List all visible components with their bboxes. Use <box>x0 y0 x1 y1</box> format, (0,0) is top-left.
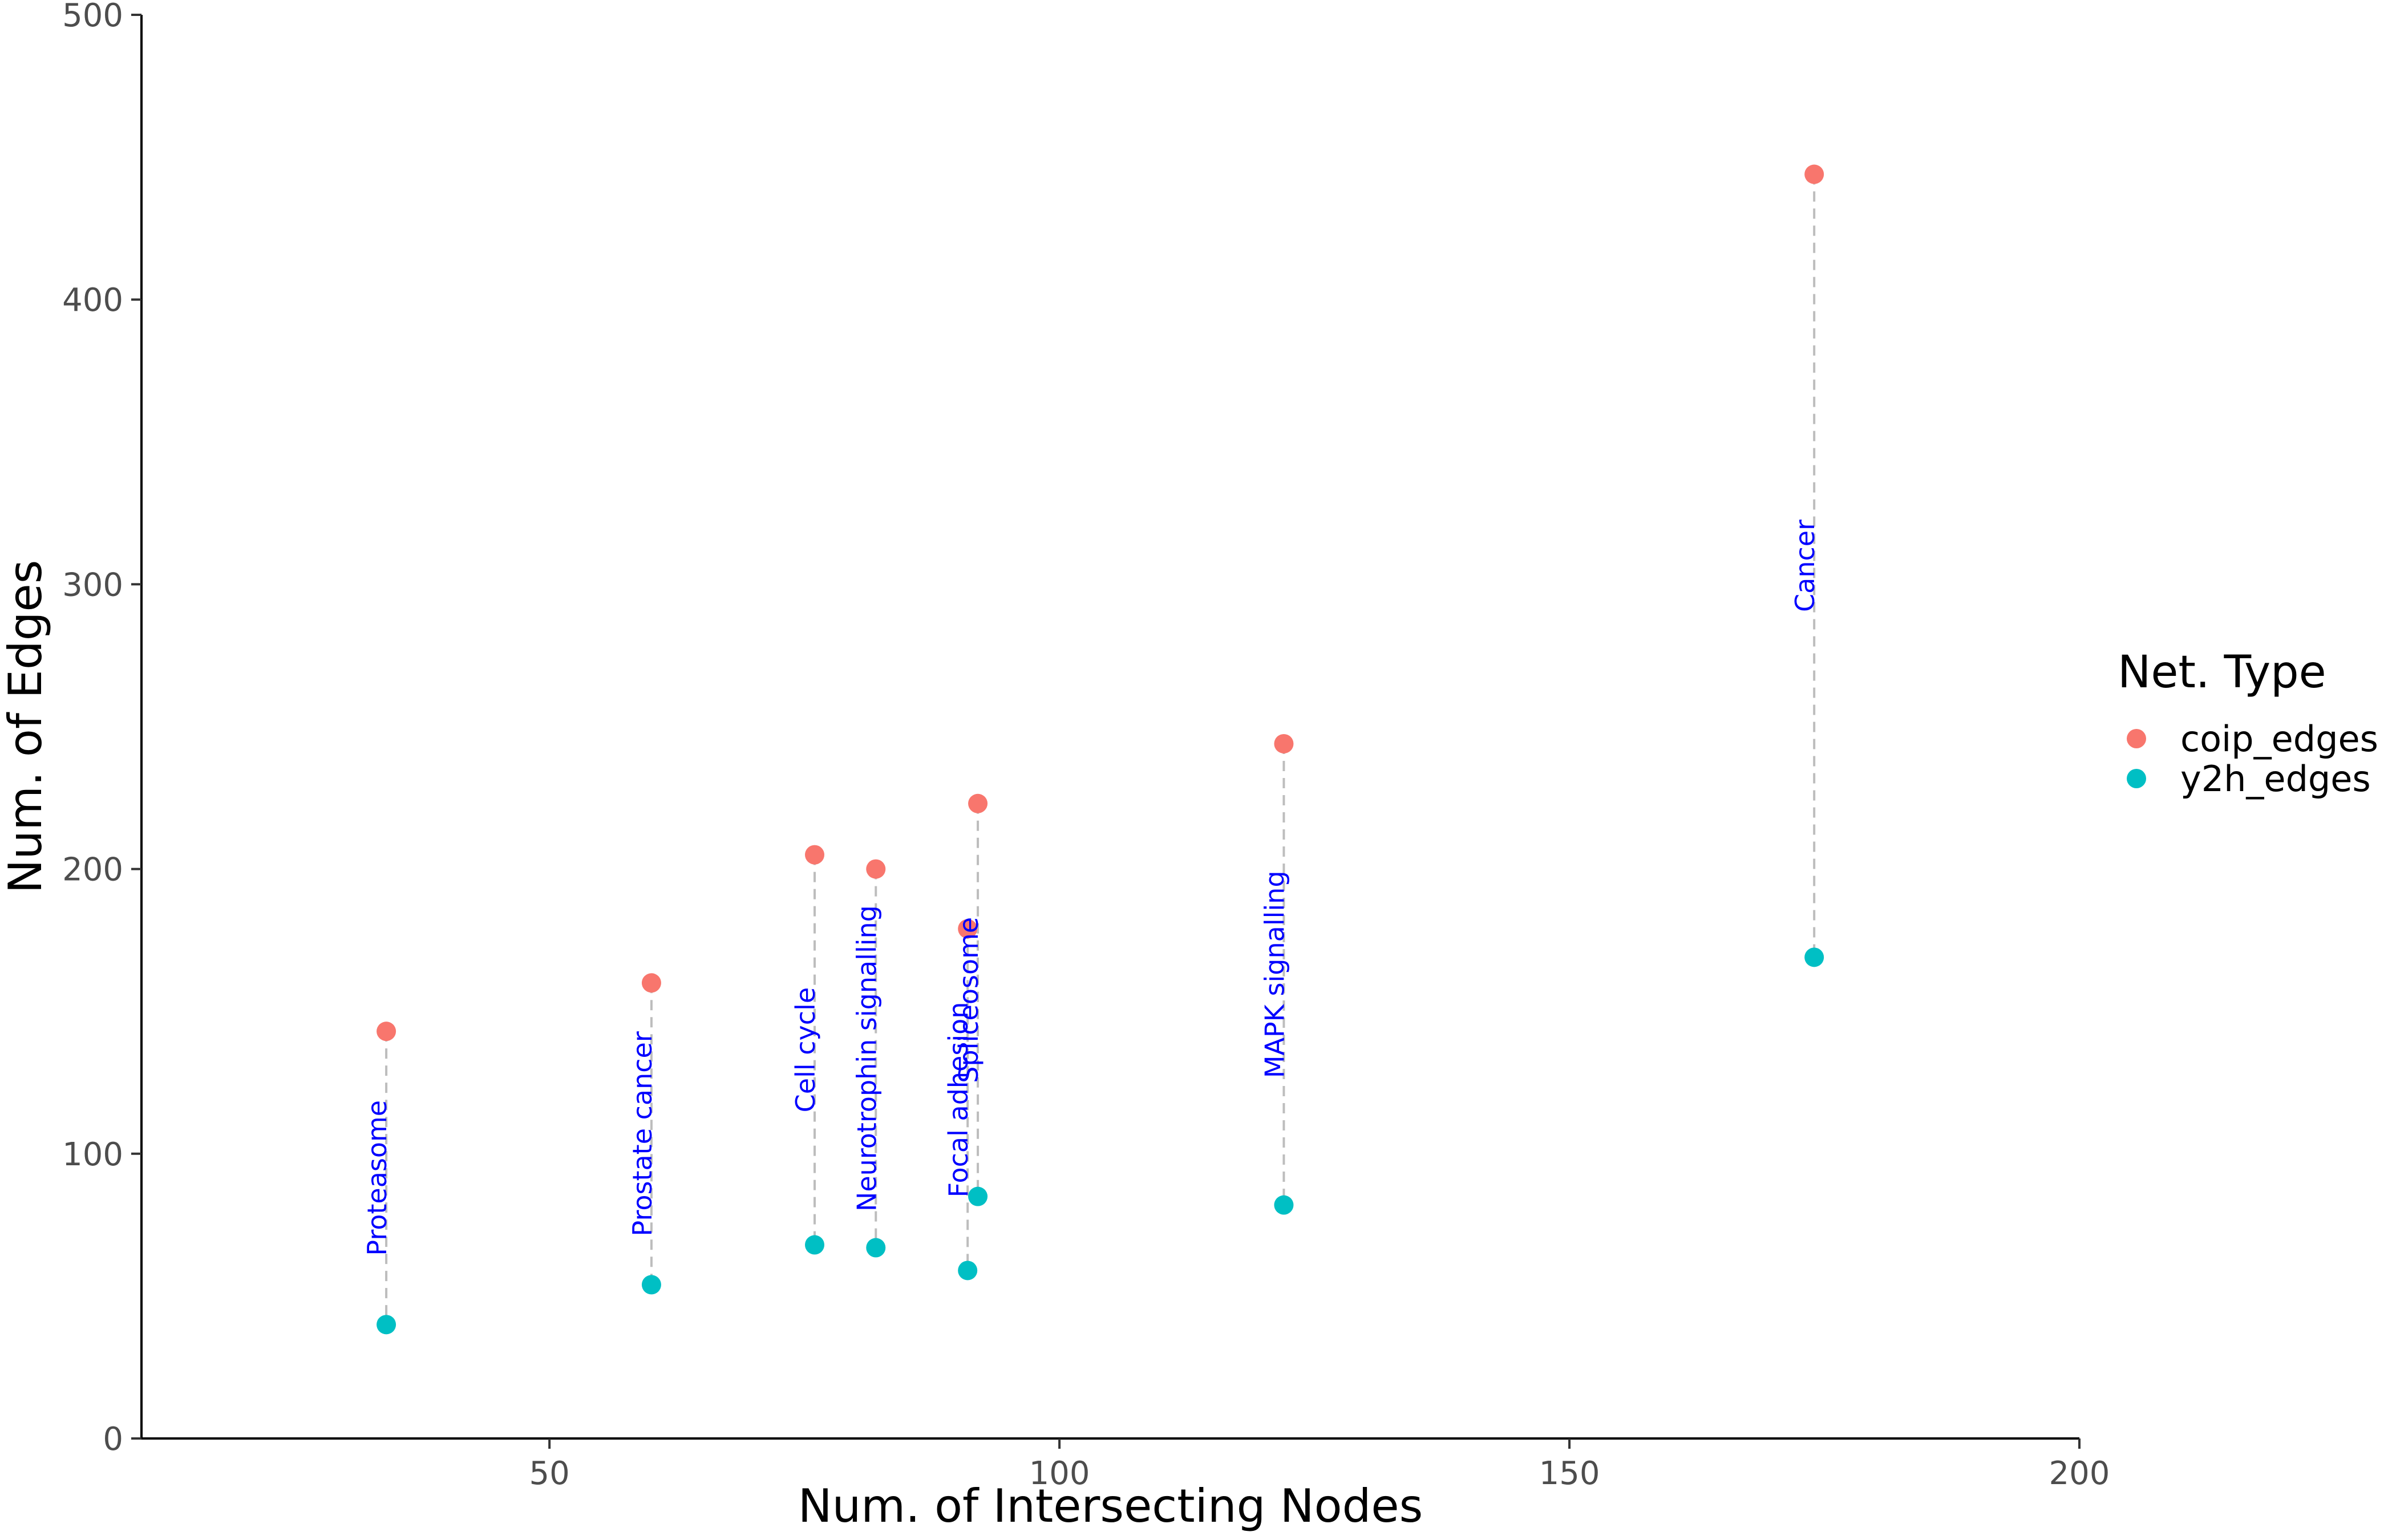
point-label-spliceosome: Spliceosome <box>953 917 984 1083</box>
legend-title: Net. Type <box>2118 647 2326 698</box>
point-y2h-neurotrophin-signalling <box>866 1238 886 1258</box>
point-label-cell-cycle: Cell cycle <box>790 987 821 1113</box>
point-label-focal-adhesion: Focal adhesion <box>943 1002 974 1198</box>
point-coip-mapk-signalling <box>1274 733 1294 753</box>
y-tick-label-300: 300 <box>62 566 123 603</box>
x-tick-label-150: 150 <box>1539 1455 1600 1492</box>
point-coip-neurotrophin-signalling <box>866 859 886 879</box>
point-coip-cancer <box>1804 164 1824 184</box>
point-label-cancer: Cancer <box>1790 520 1820 612</box>
point-coip-proteasome <box>377 1022 396 1041</box>
point-label-neurotrophin-signalling: Neurotrophin signalling <box>851 905 882 1211</box>
y-tick-label-0: 0 <box>103 1421 123 1458</box>
point-label-mapk-signalling: MAPK signalling <box>1259 870 1290 1078</box>
point-y2h-proteasome <box>377 1315 396 1335</box>
plot-area: Proteasome Prostate cancer Cell cycle Neuro… <box>362 164 1824 1335</box>
point-label-proteasome: Proteasome <box>362 1100 392 1256</box>
legend-swatch-coip-edges <box>2127 729 2146 748</box>
point-coip-cell-cycle <box>805 845 825 865</box>
legend-swatch-y2h-edges <box>2127 769 2146 788</box>
y-tick-label-100: 100 <box>62 1136 123 1173</box>
point-y2h-prostate-cancer <box>641 1275 661 1295</box>
x-tick-label-200: 200 <box>2049 1455 2110 1492</box>
point-y2h-mapk-signalling <box>1274 1195 1294 1215</box>
y-tick-label-500: 500 <box>62 0 123 34</box>
legend-label-coip-edges: coip_edges <box>2180 718 2378 760</box>
point-coip-focal-adhesion <box>958 919 978 939</box>
point-label-prostate-cancer: Prostate cancer <box>627 1031 658 1236</box>
x-axis-title: Num. of Intersecting Nodes <box>798 1480 1423 1533</box>
x-tick-label-50: 50 <box>529 1455 570 1492</box>
y-axis-title: Num. of Edges <box>0 560 52 894</box>
axes: 50 100 150 200 0 100 200 300 400 500 <box>62 0 2110 1492</box>
legend-label-y2h-edges: y2h_edges <box>2180 758 2371 800</box>
x-tick-label-100: 100 <box>1029 1455 1090 1492</box>
legend: Net. Type coip_edges y2h_edges <box>2118 647 2378 800</box>
point-y2h-cancer <box>1804 947 1824 967</box>
point-y2h-focal-adhesion <box>958 1261 978 1280</box>
point-coip-prostate-cancer <box>641 973 661 993</box>
point-y2h-cell-cycle <box>805 1235 825 1255</box>
point-coip-spliceosome <box>968 793 988 813</box>
point-y2h-spliceosome <box>968 1186 988 1206</box>
y-tick-label-400: 400 <box>62 282 123 319</box>
y-tick-label-200: 200 <box>62 852 123 889</box>
